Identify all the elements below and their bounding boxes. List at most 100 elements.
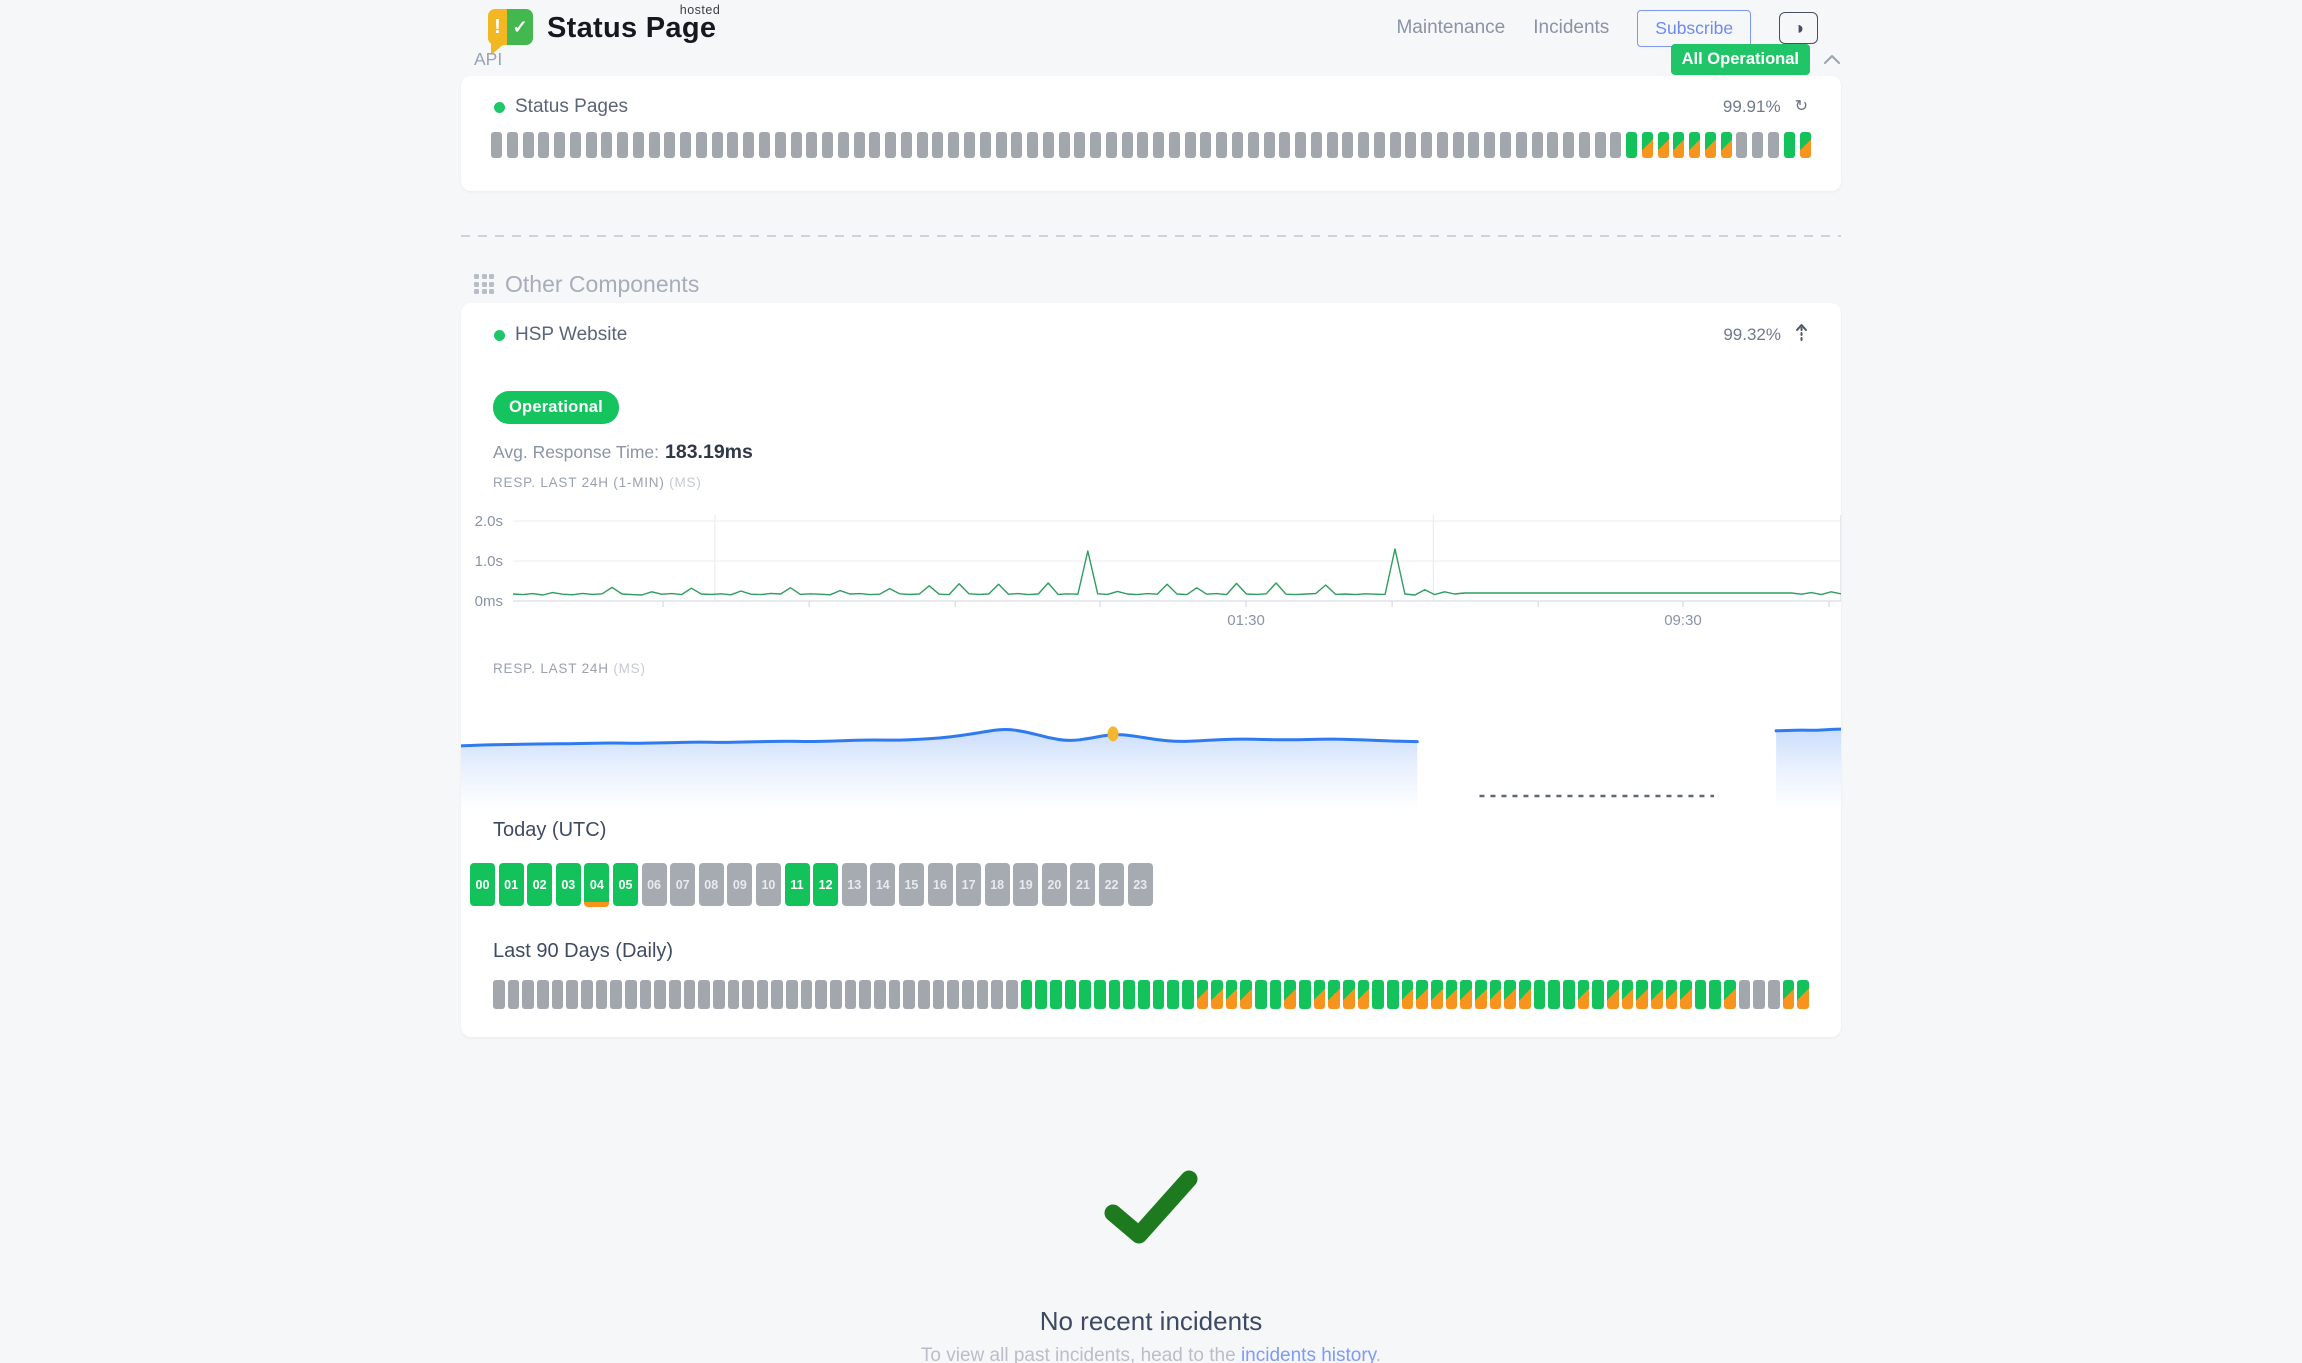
- uptime-block-degraded[interactable]: [1518, 980, 1531, 1009]
- uptime-block-nodata[interactable]: [1279, 132, 1291, 158]
- uptime-block-up[interactable]: [1269, 980, 1282, 1009]
- uptime-block-up[interactable]: [1533, 980, 1546, 1009]
- uptime-block-up[interactable]: [1255, 980, 1267, 1009]
- uptime-block-nodata[interactable]: [1105, 132, 1117, 158]
- uptime-block-nodata[interactable]: [648, 132, 660, 158]
- uptime-block-up[interactable]: [1548, 980, 1560, 1009]
- uptime-block-nodata[interactable]: [859, 980, 872, 1009]
- uptime-block-degraded[interactable]: [1489, 980, 1502, 1009]
- uptime-block-up[interactable]: [1079, 980, 1091, 1009]
- uptime-block-degraded[interactable]: [1673, 132, 1685, 158]
- uptime-block-degraded[interactable]: [1357, 980, 1370, 1009]
- uptime-block-nodata[interactable]: [1058, 132, 1070, 158]
- uptime-block-degraded[interactable]: [1445, 980, 1458, 1009]
- uptime-block-nodata[interactable]: [947, 980, 959, 1009]
- uptime-block-degraded[interactable]: [1704, 132, 1716, 158]
- uptime-block-nodata[interactable]: [1578, 132, 1590, 158]
- uptime-block-up[interactable]: [1137, 980, 1150, 1009]
- uptime-block-nodata[interactable]: [786, 980, 798, 1009]
- uptime-block-degraded[interactable]: [1680, 980, 1692, 1009]
- uptime-block-degraded[interactable]: [1401, 980, 1414, 1009]
- uptime-block-nodata[interactable]: [493, 980, 505, 1009]
- uptime-block-up[interactable]: [1064, 980, 1077, 1009]
- uptime-block-degraded[interactable]: [1474, 980, 1487, 1009]
- uptime-block-degraded[interactable]: [1720, 132, 1732, 158]
- uptime-block-nodata[interactable]: [932, 980, 945, 1009]
- uptime-block-nodata[interactable]: [918, 980, 930, 1009]
- uptime-block-degraded[interactable]: [1343, 980, 1355, 1009]
- uptime-block-nodata[interactable]: [668, 980, 681, 1009]
- uptime-block-nodata[interactable]: [551, 980, 564, 1009]
- uptime-block-nodata[interactable]: [522, 980, 534, 1009]
- uptime-block-nodata[interactable]: [654, 980, 666, 1009]
- uptime-block-nodata[interactable]: [837, 132, 849, 158]
- uptime-block-nodata[interactable]: [554, 132, 566, 158]
- uptime-block-nodata[interactable]: [806, 132, 818, 158]
- nav-incidents[interactable]: Incidents: [1533, 17, 1610, 38]
- uptime-block-up[interactable]: [1626, 132, 1638, 158]
- uptime-block-nodata[interactable]: [822, 132, 834, 158]
- component-row-hsp-website[interactable]: HSP Website 99.32%: [461, 323, 1841, 347]
- hour-block-00[interactable]: 00: [470, 863, 495, 906]
- uptime-block-nodata[interactable]: [1005, 980, 1018, 1009]
- uptime-block-up[interactable]: [1694, 980, 1707, 1009]
- uptime-block-nodata[interactable]: [727, 132, 739, 158]
- subscribe-button[interactable]: Subscribe: [1637, 9, 1752, 47]
- collapse-arrow-up-icon[interactable]: [1795, 323, 1808, 348]
- uptime-block-nodata[interactable]: [1452, 132, 1464, 158]
- uptime-block-nodata[interactable]: [1484, 132, 1496, 158]
- uptime-block-nodata[interactable]: [595, 980, 608, 1009]
- hour-block-12[interactable]: 12: [813, 863, 839, 906]
- uptime-block-degraded[interactable]: [1665, 980, 1678, 1009]
- uptime-block-degraded[interactable]: [1577, 980, 1590, 1009]
- uptime-block-degraded[interactable]: [1724, 980, 1736, 1009]
- hour-block-14[interactable]: 14: [870, 863, 896, 906]
- uptime-block-up[interactable]: [1108, 980, 1121, 1009]
- incidents-history-link[interactable]: incidents history: [1240, 1345, 1376, 1363]
- uptime-block-nodata[interactable]: [1027, 132, 1039, 158]
- uptime-block-up[interactable]: [1709, 980, 1722, 1009]
- uptime-block-nodata[interactable]: [1594, 132, 1606, 158]
- hour-block-06[interactable]: 06: [641, 863, 667, 906]
- uptime-block-nodata[interactable]: [800, 980, 813, 1009]
- hour-block-05[interactable]: 05: [612, 863, 638, 906]
- uptime-block-nodata[interactable]: [844, 980, 857, 1009]
- uptime-block-nodata[interactable]: [664, 132, 676, 158]
- uptime-block-nodata[interactable]: [1200, 132, 1212, 158]
- uptime-block-degraded[interactable]: [1416, 980, 1428, 1009]
- uptime-block-nodata[interactable]: [1295, 132, 1307, 158]
- uptime-block-nodata[interactable]: [632, 132, 644, 158]
- uptime-block-nodata[interactable]: [680, 132, 692, 158]
- uptime-block-nodata[interactable]: [624, 980, 637, 1009]
- hour-block-07[interactable]: 07: [670, 863, 696, 906]
- hour-block-02[interactable]: 02: [527, 863, 553, 906]
- uptime-block-degraded[interactable]: [1650, 980, 1663, 1009]
- uptime-block-nodata[interactable]: [617, 132, 629, 158]
- uptime-block-nodata[interactable]: [711, 132, 723, 158]
- uptime-block-up[interactable]: [1035, 980, 1047, 1009]
- collapse-chevron-up-icon[interactable]: [1823, 54, 1841, 65]
- uptime-block-nodata[interactable]: [1738, 980, 1751, 1009]
- uptime-block-nodata[interactable]: [585, 132, 597, 158]
- uptime-block-nodata[interactable]: [506, 132, 518, 158]
- hour-block-23[interactable]: 23: [1127, 863, 1153, 906]
- uptime-block-nodata[interactable]: [639, 980, 652, 1009]
- uptime-block-nodata[interactable]: [903, 980, 916, 1009]
- uptime-block-nodata[interactable]: [1610, 132, 1622, 158]
- uptime-block-nodata[interactable]: [771, 980, 784, 1009]
- refresh-icon[interactable]: ↻: [1794, 98, 1808, 115]
- uptime-block-nodata[interactable]: [1500, 132, 1511, 158]
- uptime-block-degraded[interactable]: [1460, 980, 1472, 1009]
- uptime-block-nodata[interactable]: [1216, 132, 1228, 158]
- hour-block-15[interactable]: 15: [898, 863, 924, 906]
- uptime-block-nodata[interactable]: [963, 132, 975, 158]
- uptime-block-nodata[interactable]: [774, 132, 786, 158]
- uptime-block-nodata[interactable]: [712, 980, 725, 1009]
- uptime-block-nodata[interactable]: [1436, 132, 1448, 158]
- uptime-block-degraded[interactable]: [1284, 980, 1297, 1009]
- uptime-block-up[interactable]: [1167, 980, 1179, 1009]
- uptime-block-nodata[interactable]: [695, 132, 707, 158]
- uptime-block-nodata[interactable]: [830, 980, 842, 1009]
- uptime-block-nodata[interactable]: [790, 132, 802, 158]
- uptime-block-nodata[interactable]: [683, 980, 696, 1009]
